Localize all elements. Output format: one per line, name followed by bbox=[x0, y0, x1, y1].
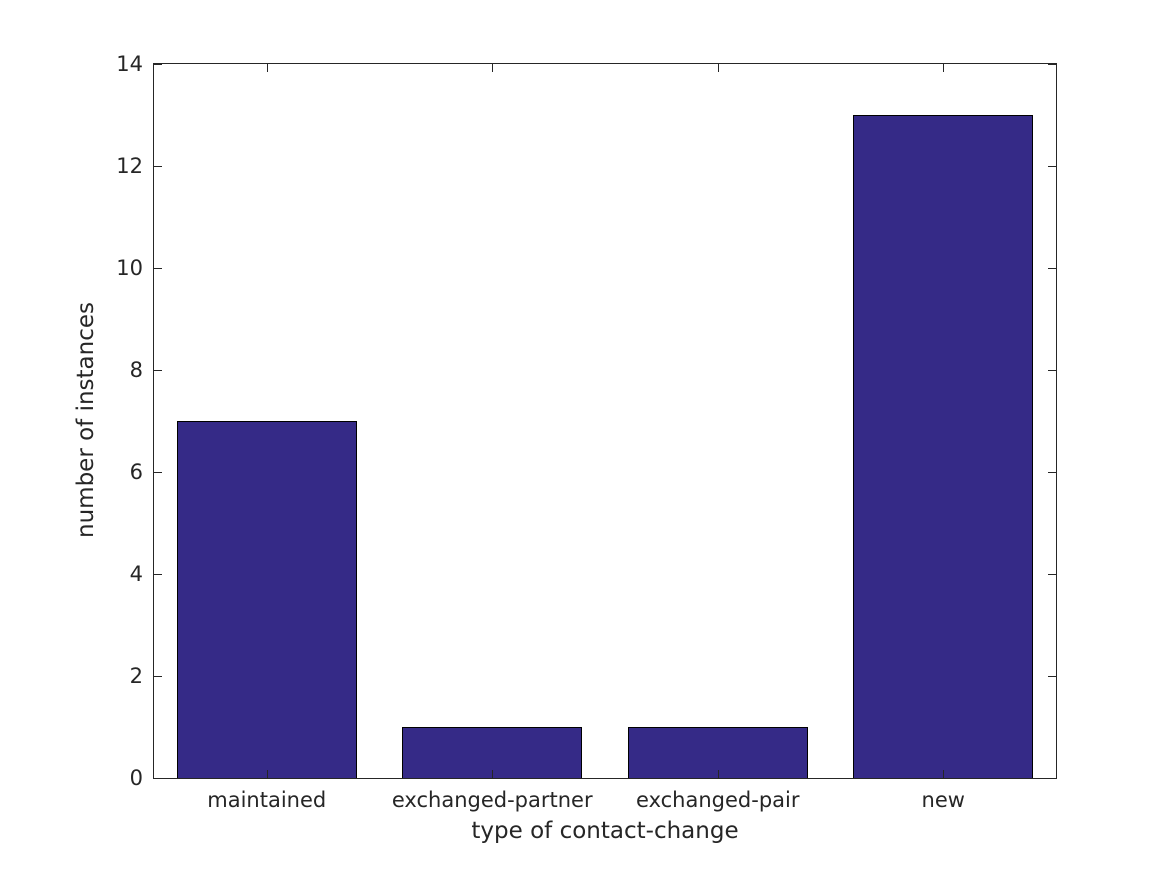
y-tick-mark-left bbox=[154, 675, 162, 677]
y-tick-label: 4 bbox=[129, 562, 143, 586]
y-tick-mark-left bbox=[154, 165, 162, 167]
bar-exchanged-pair bbox=[627, 727, 808, 778]
x-tick-mark-bottom bbox=[717, 770, 719, 778]
y-tick-label: 14 bbox=[116, 52, 143, 76]
y-tick-mark-left bbox=[154, 471, 162, 473]
y-tick-mark-right bbox=[1048, 63, 1056, 65]
x-tick-mark-top bbox=[492, 64, 494, 72]
x-tick-mark-top bbox=[266, 64, 268, 72]
x-axis-label: type of contact-change bbox=[471, 818, 739, 844]
bar-maintained bbox=[176, 421, 357, 778]
y-tick-mark-right bbox=[1048, 777, 1056, 779]
y-tick-mark-left bbox=[154, 63, 162, 65]
x-tick-mark-top bbox=[943, 64, 945, 72]
y-tick-mark-right bbox=[1048, 471, 1056, 473]
y-tick-label: 10 bbox=[116, 256, 143, 280]
y-tick-label: 8 bbox=[129, 358, 143, 382]
x-tick-mark-bottom bbox=[943, 770, 945, 778]
y-tick-label: 6 bbox=[129, 460, 143, 484]
x-tick-label: exchanged-partner bbox=[391, 788, 593, 812]
y-tick-label: 12 bbox=[116, 154, 143, 178]
x-tick-label: new bbox=[921, 788, 965, 812]
y-tick-mark-right bbox=[1048, 573, 1056, 575]
x-tick-mark-bottom bbox=[492, 770, 494, 778]
x-tick-label: exchanged-pair bbox=[636, 788, 800, 812]
y-axis-label: number of instances bbox=[73, 302, 99, 538]
y-tick-mark-right bbox=[1048, 165, 1056, 167]
bar-new bbox=[853, 115, 1034, 778]
y-tick-mark-left bbox=[154, 573, 162, 575]
bar-exchanged-partner bbox=[402, 727, 583, 778]
x-tick-label: maintained bbox=[207, 788, 327, 812]
y-tick-mark-left bbox=[154, 777, 162, 779]
y-tick-label: 2 bbox=[129, 664, 143, 688]
y-tick-mark-right bbox=[1048, 675, 1056, 677]
x-tick-mark-bottom bbox=[266, 770, 268, 778]
y-tick-mark-left bbox=[154, 267, 162, 269]
y-tick-label: 0 bbox=[129, 766, 143, 790]
y-tick-mark-right bbox=[1048, 267, 1056, 269]
plot-area: 0 2 4 6 8 10 12 14 maintained exchanged-partner ex… bbox=[116, 52, 1057, 812]
x-tick-mark-top bbox=[717, 64, 719, 72]
y-tick-mark-left bbox=[154, 369, 162, 371]
y-tick-mark-right bbox=[1048, 369, 1056, 371]
